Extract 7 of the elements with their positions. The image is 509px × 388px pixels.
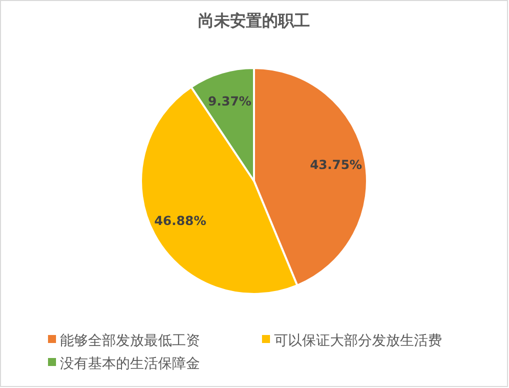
legend-label: 没有基本的生活保障金 bbox=[60, 356, 200, 372]
chart-title: 尚未安置的职工 bbox=[198, 11, 310, 30]
legend-label: 能够全部发放最低工资 bbox=[60, 332, 200, 349]
legend-label: 可以保证大部分发放生活费 bbox=[274, 332, 442, 349]
data-label: 46.88% bbox=[154, 212, 207, 228]
data-label: 43.75% bbox=[310, 157, 363, 172]
data-label: 9.37% bbox=[208, 93, 252, 108]
